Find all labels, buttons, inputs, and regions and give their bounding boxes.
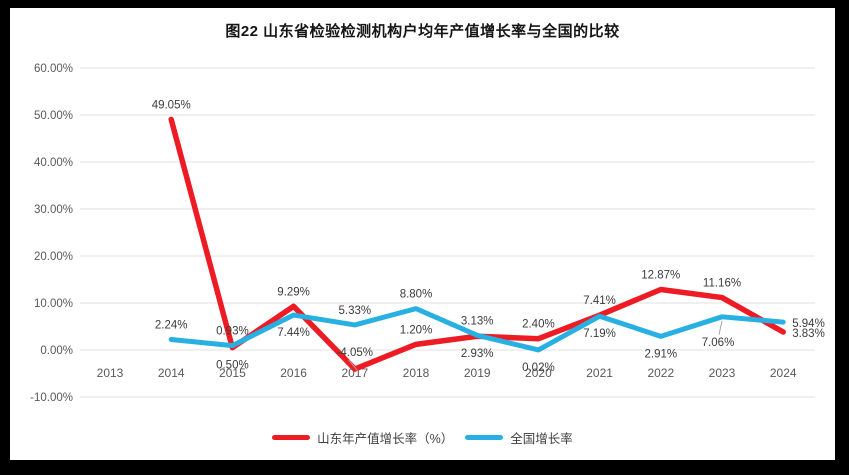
data-label: 0.50% xyxy=(216,360,249,372)
data-label: 3.83% xyxy=(792,328,825,340)
data-label: 11.16% xyxy=(703,278,741,290)
legend-label-national: 全国增长率 xyxy=(510,432,573,446)
x-axis-label: 2022 xyxy=(647,366,674,380)
legend: 山东年产值增长率（%） 全国增长率 xyxy=(10,428,835,447)
data-label: 1.20% xyxy=(400,324,433,336)
x-axis-label: 2019 xyxy=(464,366,491,380)
data-label: 0.02% xyxy=(522,362,555,374)
data-label: 49.05% xyxy=(152,99,191,111)
data-label: 2.93% xyxy=(461,348,494,360)
legend-label-shandong: 山东年产值增长率（%） xyxy=(317,432,454,446)
label-leader-line xyxy=(718,320,723,335)
y-axis-tick-label: 60.00% xyxy=(34,63,73,75)
legend-line-swatch-national xyxy=(465,435,504,440)
x-axis-label: 2021 xyxy=(586,366,613,380)
data-label: 5.94% xyxy=(792,318,825,330)
x-axis-label: 2020 xyxy=(525,366,552,380)
x-axis-label: 2023 xyxy=(709,366,736,380)
data-label: 9.29% xyxy=(277,286,310,298)
legend-line-swatch-shandong xyxy=(272,435,311,440)
data-label: 5.33% xyxy=(338,305,371,317)
y-axis-tick-label: 20.00% xyxy=(34,251,73,263)
y-axis-tick-label: 50.00% xyxy=(34,110,73,122)
plot-area: 60.00% 50.00% 40.00% 30.00% 20.00% 10.00% 0.00… xyxy=(30,63,825,404)
data-label: 2.24% xyxy=(155,319,188,331)
series-line-national xyxy=(168,306,786,353)
x-axis-label: 2015 xyxy=(219,366,246,380)
data-label: 8.80% xyxy=(400,289,433,301)
legend-item-national: 全国增长率 xyxy=(465,428,573,447)
chart-frame: 图22 山东省检验检测机构户均年产值增长率与全国的比较 60.00% 50.00%… xyxy=(10,8,835,460)
x-axis-label: 2024 xyxy=(770,366,797,380)
data-label: 7.41% xyxy=(583,295,616,307)
chart-title: 图22 山东省检验检测机构户均年产值增长率与全国的比较 xyxy=(225,23,620,40)
data-label: 0.93% xyxy=(216,326,249,338)
x-axis-label: 2014 xyxy=(158,366,185,380)
y-axis-tick-label: 0.00% xyxy=(40,345,73,357)
data-label: -4.05% xyxy=(337,347,373,359)
data-label: 12.87% xyxy=(641,270,680,282)
legend-item-shandong: 山东年产值增长率（%） xyxy=(272,428,453,447)
data-label: 7.44% xyxy=(277,327,310,339)
x-axis-label: 2017 xyxy=(341,366,368,380)
label-leader-line xyxy=(348,359,359,372)
y-axis-tick-label: -10.00% xyxy=(30,392,73,404)
y-axis-tick-label: 10.00% xyxy=(34,298,73,310)
data-label: 7.19% xyxy=(583,328,616,340)
y-axis-tick-label: 40.00% xyxy=(34,157,73,169)
x-axis-label: 2013 xyxy=(97,366,124,380)
data-label: 3.13% xyxy=(461,315,494,327)
data-label: 2.40% xyxy=(522,319,555,331)
x-axis-label: 2018 xyxy=(403,366,430,380)
data-label: 2.91% xyxy=(644,348,677,360)
data-label: 7.06% xyxy=(702,337,735,349)
y-axis-tick-label: 30.00% xyxy=(34,204,73,216)
x-axis-label: 2016 xyxy=(280,366,307,380)
